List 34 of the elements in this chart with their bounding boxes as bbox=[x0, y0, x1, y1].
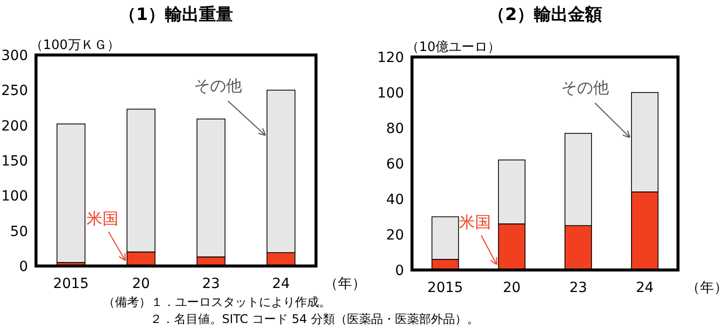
y-tick-label: 250 bbox=[1, 83, 28, 100]
y-tick-label: 20 bbox=[386, 228, 404, 244]
y-tick-label: 60 bbox=[386, 156, 404, 172]
y-tick-label: 100 bbox=[377, 86, 404, 102]
series-label: その他 bbox=[560, 78, 609, 97]
chart-title: （2）輸出金額 bbox=[488, 5, 602, 25]
x-axis-title: （年） bbox=[686, 280, 728, 296]
y-tick-label: 40 bbox=[386, 192, 404, 208]
x-tick-label: 2015 bbox=[53, 276, 89, 292]
x-tick-label: 20 bbox=[502, 280, 521, 296]
y-tick-label: 100 bbox=[1, 188, 28, 205]
x-tick-label: 2015 bbox=[427, 280, 464, 296]
series-label: 米国 bbox=[459, 212, 492, 232]
y-tick-label: 80 bbox=[386, 121, 404, 137]
chart-title: （1）輸出重量 bbox=[119, 5, 233, 25]
x-tick-label: 23 bbox=[569, 280, 588, 296]
series-label: 米国 bbox=[86, 208, 118, 228]
x-tick-label: 24 bbox=[636, 280, 654, 296]
y-axis-title: （10億ユーロ） bbox=[406, 40, 501, 55]
x-tick-label: 20 bbox=[132, 276, 150, 292]
y-tick-label: 150 bbox=[1, 154, 28, 170]
x-tick-label: 23 bbox=[202, 276, 220, 292]
text: ２．名目値。SITC コード 54 分類（医薬品・医薬部外品）。 bbox=[150, 312, 479, 326]
y-tick-label: 0 bbox=[395, 263, 404, 279]
series-label: その他 bbox=[194, 76, 242, 95]
y-tick-label: 0 bbox=[19, 259, 28, 275]
y-tick-label: 300 bbox=[1, 48, 28, 64]
y-tick-label: 200 bbox=[1, 118, 28, 134]
text: （備考）１．ユーロスタットにより作成。 bbox=[103, 295, 331, 309]
y-tick-label: 120 bbox=[377, 50, 404, 66]
x-axis-title: （年） bbox=[324, 276, 366, 292]
y-tick-label: 50 bbox=[10, 224, 28, 240]
x-tick-label: 24 bbox=[272, 276, 290, 292]
y-axis-title: （100万ＫＧ） bbox=[30, 38, 120, 53]
